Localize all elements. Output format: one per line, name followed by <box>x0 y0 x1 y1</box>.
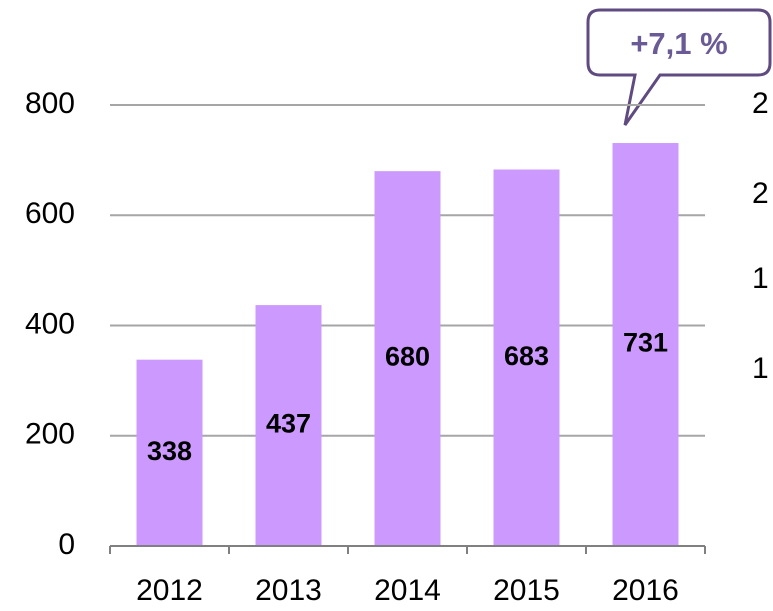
y-tick-label: 200 <box>25 418 75 451</box>
callout-box <box>586 8 772 126</box>
x-tick-label: 2016 <box>612 574 679 607</box>
side-label: 1 <box>752 262 769 295</box>
y-tick-label: 600 <box>25 197 75 230</box>
data-label: 437 <box>266 409 311 439</box>
side-label: 2 <box>752 177 769 210</box>
callout-text: +7,1 % <box>630 26 727 61</box>
bar <box>136 359 203 546</box>
data-label: 680 <box>385 342 430 372</box>
x-tick-label: 2015 <box>493 574 560 607</box>
bar <box>255 305 322 546</box>
data-label: 731 <box>623 328 668 358</box>
bar <box>493 169 560 546</box>
side-label: 1 <box>752 352 769 385</box>
bar <box>612 143 679 546</box>
x-tick-label: 2014 <box>374 574 441 607</box>
x-tick-label: 2012 <box>136 574 203 607</box>
callout: +7,1 % <box>586 8 772 126</box>
y-tick-label: 800 <box>25 87 75 120</box>
x-tick-label: 2013 <box>255 574 322 607</box>
side-label: 2 <box>752 87 769 120</box>
y-tick-label: 400 <box>25 307 75 340</box>
data-label: 338 <box>147 436 192 466</box>
data-label: 683 <box>504 341 549 371</box>
y-tick-label: 0 <box>58 528 75 561</box>
bar <box>374 171 441 546</box>
